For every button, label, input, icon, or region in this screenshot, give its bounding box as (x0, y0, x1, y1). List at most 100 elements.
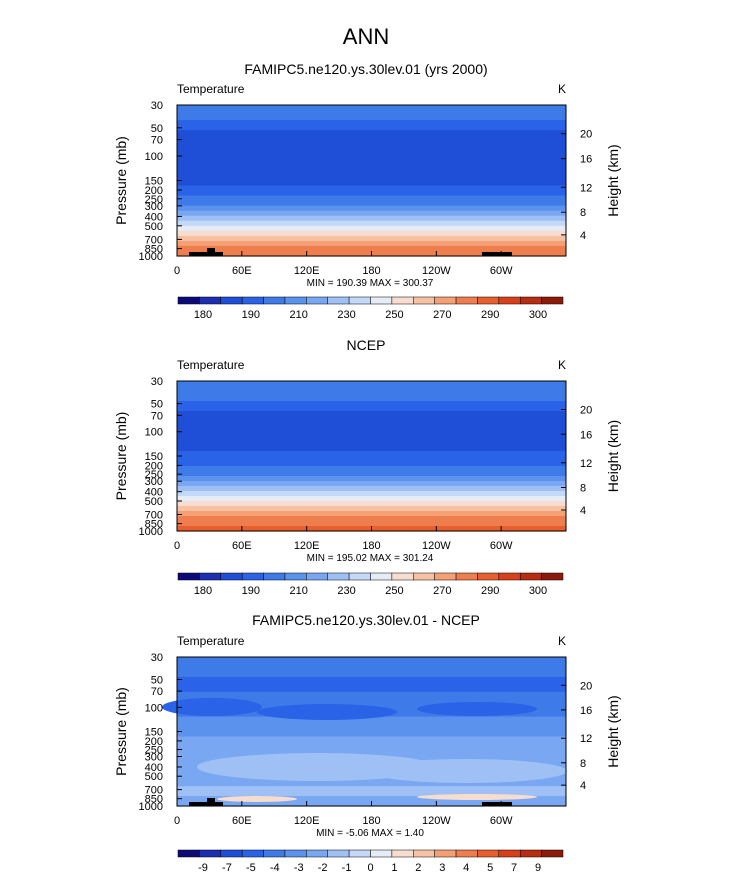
y-tick-label: 50 (151, 399, 163, 411)
colorbar-label: 190 (242, 585, 260, 597)
colorbar-label: 290 (481, 585, 499, 597)
contour-band (177, 225, 566, 232)
contour-band (177, 451, 566, 457)
colorbar-swatch (434, 296, 457, 305)
colorbar-swatch (413, 296, 435, 305)
y-right-tick-label: 12 (580, 458, 592, 470)
colorbar-swatch (455, 296, 478, 305)
y-tick-label: 1000 (139, 801, 163, 813)
colorbar-swatch (284, 572, 307, 581)
y-tick-label: 250 (145, 469, 163, 481)
colorbar-swatch (284, 849, 307, 858)
contour-band (177, 160, 566, 166)
y-tick-label: 1000 (139, 526, 163, 538)
colorbar-label: 7 (511, 862, 517, 874)
colorbar-swatch (220, 849, 243, 858)
y-tick-label: 150 (145, 176, 163, 188)
contour-band (177, 746, 566, 752)
contour-band (177, 796, 566, 802)
colorbar-label: 210 (290, 585, 308, 597)
x-tick-label: 60W (490, 815, 513, 827)
colorbar-swatch (455, 572, 478, 581)
contour-band (177, 125, 566, 131)
colorbar-swatch (413, 572, 435, 581)
y-tick-label: 70 (151, 686, 163, 698)
y-tick-label: 500 (145, 221, 163, 233)
anomaly-contour (417, 794, 537, 800)
colorbar-label: 300 (529, 309, 547, 321)
contour-band (177, 401, 566, 407)
y-right-tick-label: 16 (580, 705, 592, 717)
x-tick-label: 120E (294, 540, 320, 552)
contour-band (177, 381, 566, 387)
contour-band (177, 516, 566, 522)
y-tick-label: 500 (145, 771, 163, 783)
y-tick-label: 200 (145, 185, 163, 197)
contour-band (177, 781, 566, 787)
colorbar-swatch (391, 572, 414, 581)
colorbar-label: 180 (194, 585, 212, 597)
y-tick-label: 850 (145, 519, 163, 531)
colorbar-label: 250 (385, 585, 403, 597)
y-right-axis-label: Height (km) (605, 420, 621, 492)
y-right-axis-label: Height (km) (605, 695, 621, 767)
colorbar-swatch (177, 296, 200, 305)
contour-band (177, 185, 566, 192)
contour-band (177, 731, 566, 738)
colorbar: 180 190 210 230 250 270 290 300 (177, 572, 564, 597)
contour-band (177, 426, 566, 432)
contour-band (177, 661, 566, 668)
colorbar-swatch (370, 849, 393, 858)
page-title: ANN (343, 24, 389, 49)
colorbar-swatch (241, 296, 264, 305)
contour-band (177, 175, 566, 182)
contour-band (177, 180, 566, 187)
y-tick-label: 70 (151, 135, 163, 147)
contour-band (177, 686, 566, 693)
colorbar-swatch (220, 572, 243, 581)
colorbar-swatch (199, 572, 222, 581)
contour-band (177, 721, 566, 728)
contour-band (177, 521, 566, 527)
colorbar-swatch (284, 296, 307, 305)
x-tick-label: 60W (490, 265, 513, 277)
colorbar-swatch (477, 296, 500, 305)
panel-title: FAMIPC5.ne120.ys.30lev.01 - NCEP (252, 612, 480, 628)
colorbar-label: 180 (194, 309, 212, 321)
contour-band (177, 215, 566, 222)
contour-band (177, 431, 566, 437)
y-tick-label: 250 (145, 194, 163, 206)
colorbar-swatch (220, 296, 243, 305)
y-right-tick-label: 8 (580, 207, 586, 219)
contour-band (177, 105, 566, 111)
contour-band (177, 671, 566, 678)
anomaly-contour (417, 702, 537, 716)
y-right-tick-label: 16 (580, 154, 592, 166)
topography-mask (207, 248, 215, 256)
colorbar-swatch (348, 849, 371, 858)
colorbar-swatch (241, 849, 264, 858)
units-label: K (558, 82, 566, 96)
contour-band (177, 190, 566, 197)
contour-band (177, 220, 566, 227)
y-tick-label: 250 (145, 745, 163, 757)
colorbar-label: 190 (242, 309, 260, 321)
colorbar-label: 210 (290, 309, 308, 321)
contour-band (177, 691, 566, 698)
chart-panel-1: FAMIPC5.ne120.ys.30lev.01 (yrs 2000) Temp… (113, 61, 621, 321)
colorbar-swatch (306, 296, 328, 305)
x-tick-label: 0 (174, 815, 180, 827)
colorbar-swatch (327, 572, 350, 581)
colorbar-swatch (263, 849, 286, 858)
colorbar-swatch (519, 849, 542, 858)
y-tick-label: 100 (145, 151, 163, 163)
colorbar-swatch (370, 296, 393, 305)
x-tick-label: 180 (362, 540, 380, 552)
y-tick-label: 30 (151, 652, 163, 664)
colorbar-label: -3 (294, 862, 304, 874)
variable-label: Temperature (177, 634, 245, 648)
temperature-field (162, 657, 567, 807)
topography-mask (215, 802, 223, 806)
x-tick-label: 0 (174, 540, 180, 552)
x-tick-label: 120W (422, 540, 451, 552)
